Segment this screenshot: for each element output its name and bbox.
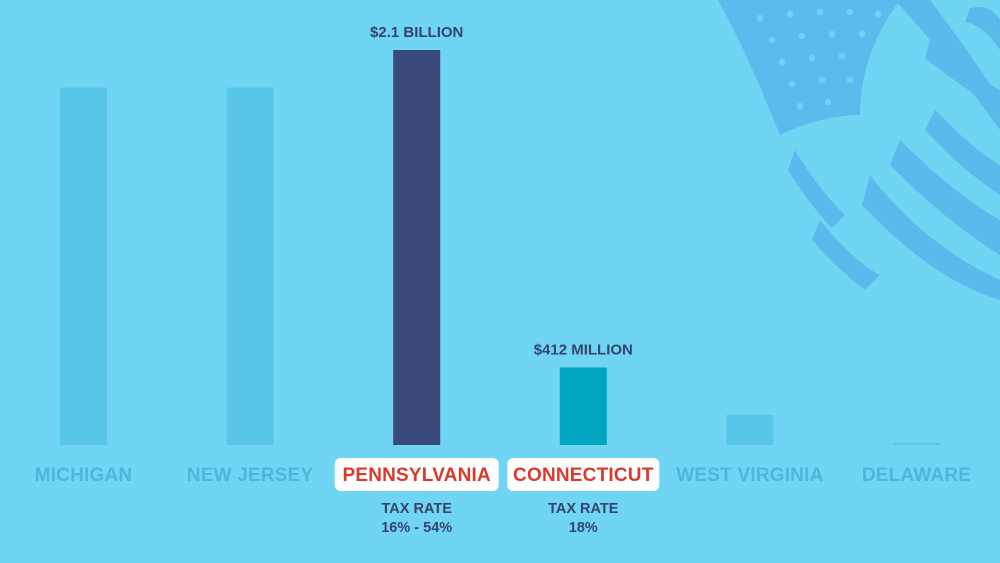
tax-rate-label-connecticut: TAX RATE: [548, 501, 619, 517]
bar-michigan: [60, 87, 107, 445]
tax-rate-label-pennsylvania: TAX RATE: [382, 501, 453, 517]
label-pill-pennsylvania: [334, 458, 499, 491]
value-label-connecticut: $412 MILLION: [534, 342, 633, 359]
tax-rate-value-pennsylvania: 16% - 54%: [381, 520, 452, 536]
tax-rate-value-connecticut: 18%: [569, 520, 598, 536]
bar-connecticut: [559, 367, 607, 445]
bar-west-virginia: [726, 414, 774, 445]
category-label-new-jersey: NEW JERSEY: [187, 465, 314, 486]
value-label-pennsylvania: $2.1 BILLION: [370, 24, 463, 41]
bar-new-jersey: [226, 87, 274, 445]
label-pill-connecticut: [507, 458, 660, 491]
category-label-connecticut: CONNECTICUT: [513, 465, 654, 486]
category-label-michigan: MICHIGAN: [35, 465, 133, 486]
bar-delaware: [893, 442, 940, 445]
category-label-delaware: DELAWARE: [862, 465, 971, 486]
category-label-pennsylvania: PENNSYLVANIA: [342, 465, 491, 486]
bar-pennsylvania: [393, 50, 441, 445]
category-label-west-virginia: WEST VIRGINIA: [676, 465, 823, 486]
